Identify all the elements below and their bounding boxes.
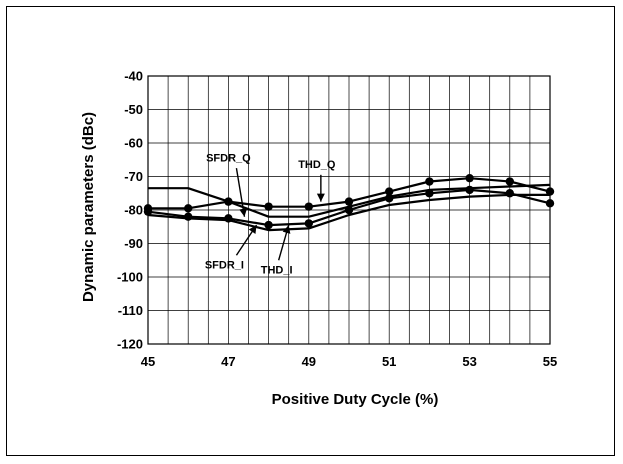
series-thd-i	[147, 193, 550, 232]
data-point-thd-q	[264, 202, 273, 211]
y-tick-label: -100	[117, 270, 143, 285]
y-tick-label: -40	[124, 69, 143, 84]
data-point-sfdr-i	[545, 199, 555, 208]
arrow-sfdr-q	[235, 168, 246, 217]
data-point-thd-q	[465, 173, 474, 183]
arrow-thd-i-head	[282, 225, 291, 234]
data-point-sfdr-i	[264, 220, 273, 230]
data-point-thd-q	[505, 177, 514, 186]
y-tick-label: -50	[124, 102, 143, 117]
series-layer	[143, 173, 555, 232]
arrow-sfdr-q-head	[239, 208, 248, 217]
annotations: SFDR_Q THD_Q SFDR_I THD_I	[205, 152, 336, 277]
series-line-thd-i	[147, 193, 550, 232]
y-axis-label: Dynamic parameters (dBc)	[80, 112, 97, 302]
data-point-sfdr-i	[304, 219, 313, 228]
data-point-thd-q	[425, 177, 434, 186]
data-point-thd-q	[304, 202, 313, 211]
annotation-thd-q: THD_Q	[298, 159, 336, 171]
y-tick-label: -110	[118, 303, 143, 318]
tick-labels: 45 47 49 51 53 55 -40 -50 -60 -70 -80 -90 -100 -110 -1…	[117, 69, 557, 370]
data-point-thd-q	[184, 204, 193, 213]
data-point-thd-q	[224, 197, 233, 206]
data-point-thd-q	[344, 197, 354, 206]
y-tick-label: -80	[124, 203, 143, 218]
data-point-sfdr-i	[184, 212, 193, 221]
chart: 45 47 49 51 53 55 -40 -50 -60 -70 -80 -90 -100 -110 -1…	[80, 69, 557, 409]
data-point-sfdr-i	[505, 189, 514, 198]
x-tick-label: 51	[382, 354, 396, 369]
arrow-thd-q-head	[316, 193, 325, 202]
data-point-thd-q	[385, 187, 394, 196]
y-tick-label: -120	[117, 337, 143, 352]
chart-frame: 45 47 49 51 53 55 -40 -50 -60 -70 -80 -90 -100 -110 -1…	[6, 6, 615, 456]
y-tick-label: -70	[124, 169, 143, 184]
arrow-sfdr-i-head	[248, 225, 257, 234]
y-tick-label: -60	[124, 136, 143, 151]
data-point-sfdr-i	[344, 205, 354, 215]
x-tick-label: 55	[543, 354, 557, 369]
x-tick-label: 45	[141, 354, 155, 369]
annotation-thd-i: THD_I	[261, 265, 293, 277]
y-tick-label: -90	[124, 236, 143, 251]
data-point-thd-q	[143, 204, 153, 213]
data-point-thd-q	[545, 187, 555, 196]
series-thd-q	[143, 173, 555, 213]
data-point-sfdr-i	[465, 185, 474, 195]
x-axis-label: Positive Duty Cycle (%)	[272, 391, 439, 408]
annotation-sfdr-q: SFDR_Q	[206, 152, 251, 164]
data-point-sfdr-i	[425, 189, 434, 198]
x-tick-label: 47	[221, 354, 235, 369]
series-sfdr-i	[143, 185, 555, 230]
x-tick-label: 53	[462, 354, 476, 369]
data-point-sfdr-i	[385, 194, 394, 203]
annotation-sfdr-i: SFDR_I	[205, 260, 244, 272]
x-tick-label: 49	[302, 354, 316, 369]
grid-lines	[148, 76, 550, 344]
